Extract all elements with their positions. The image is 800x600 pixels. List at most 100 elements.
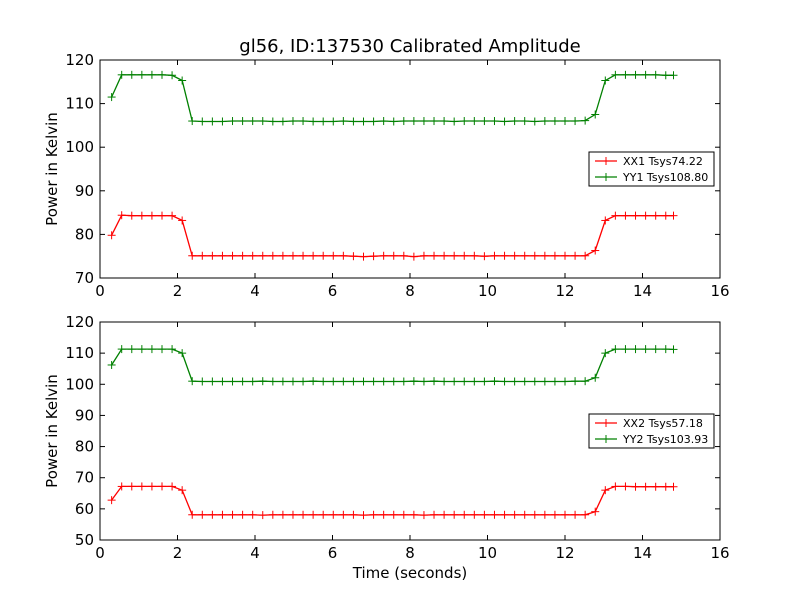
data-point bbox=[389, 251, 398, 260]
data-point bbox=[248, 377, 257, 386]
data-point bbox=[389, 117, 398, 126]
data-point bbox=[641, 211, 650, 220]
data-point bbox=[218, 377, 227, 386]
data-point bbox=[238, 377, 247, 386]
data-point bbox=[299, 510, 308, 519]
data-point bbox=[168, 71, 177, 80]
data-point bbox=[288, 377, 297, 386]
data-point bbox=[621, 211, 630, 220]
data-point bbox=[460, 251, 469, 260]
data-point bbox=[409, 117, 418, 126]
data-point bbox=[379, 510, 388, 519]
data-point bbox=[198, 251, 207, 260]
data-point bbox=[440, 377, 449, 386]
y-axis-label: Power in Kelvin bbox=[43, 112, 61, 226]
y-tick-label: 80 bbox=[75, 438, 94, 456]
data-point bbox=[530, 117, 539, 126]
data-point bbox=[198, 377, 207, 386]
data-point bbox=[470, 510, 479, 519]
data-point bbox=[268, 117, 277, 126]
data-point bbox=[238, 510, 247, 519]
data-point bbox=[669, 345, 678, 354]
data-point bbox=[571, 251, 580, 260]
data-point bbox=[490, 117, 499, 126]
data-point bbox=[520, 117, 529, 126]
data-point bbox=[399, 117, 408, 126]
data-point bbox=[158, 211, 166, 220]
bottom-plot: 0 2 4 6 8 10 12 14 16 50 60 70 80 90 100 110 120 Power in… bbox=[43, 313, 730, 582]
data-point bbox=[309, 510, 318, 519]
data-point bbox=[359, 252, 368, 261]
data-point bbox=[329, 377, 338, 386]
data-point bbox=[550, 377, 559, 386]
data-point bbox=[107, 496, 116, 505]
data-point bbox=[329, 510, 338, 519]
data-point bbox=[117, 345, 126, 354]
data-point bbox=[440, 117, 449, 126]
data-point bbox=[480, 510, 489, 519]
data-point bbox=[258, 251, 267, 260]
data-point bbox=[369, 510, 378, 519]
data-point bbox=[218, 117, 227, 126]
data-point bbox=[661, 211, 670, 220]
data-point bbox=[621, 482, 630, 491]
data-point bbox=[591, 110, 600, 119]
data-point bbox=[470, 251, 479, 260]
data-point bbox=[178, 486, 187, 495]
series-xx bbox=[107, 482, 678, 520]
data-point bbox=[369, 252, 378, 261]
data-point bbox=[409, 510, 418, 519]
data-point bbox=[571, 377, 580, 386]
data-point bbox=[651, 345, 660, 354]
data-point bbox=[450, 117, 459, 126]
data-point bbox=[127, 482, 136, 491]
legend-label: YY2 Tsys103.93 bbox=[622, 433, 708, 446]
y-tick-label: 50 bbox=[75, 531, 94, 549]
data-point bbox=[339, 251, 348, 260]
data-point bbox=[278, 251, 287, 260]
data-point bbox=[258, 377, 267, 386]
x-axis-label: Time (seconds) bbox=[352, 564, 468, 582]
data-point bbox=[480, 377, 489, 386]
x-tick-label: 10 bbox=[478, 282, 497, 300]
data-point bbox=[147, 482, 156, 491]
data-point bbox=[137, 211, 146, 220]
data-point bbox=[621, 70, 630, 79]
data-point bbox=[490, 251, 499, 260]
data-point bbox=[530, 377, 539, 386]
data-point bbox=[561, 377, 569, 386]
data-point bbox=[419, 511, 428, 520]
data-point bbox=[490, 510, 499, 519]
y-tick-label: 80 bbox=[75, 225, 94, 243]
top-plot: 0 2 4 6 8 10 12 14 16 70 80 90 100 110 120 Power in Kel… bbox=[43, 51, 730, 300]
y-tick-label: 60 bbox=[75, 500, 94, 518]
data-point bbox=[188, 251, 197, 260]
x-tick-label: 6 bbox=[328, 544, 338, 562]
data-point bbox=[168, 482, 177, 491]
x-tick-label: 8 bbox=[405, 544, 415, 562]
data-point bbox=[530, 251, 539, 260]
data-point bbox=[359, 377, 368, 386]
data-point bbox=[561, 510, 569, 519]
legend-item: XX2 Tsys57.18 bbox=[595, 417, 703, 430]
data-point bbox=[510, 510, 519, 519]
y-tick-label: 100 bbox=[65, 138, 94, 156]
data-point bbox=[117, 70, 126, 79]
data-point bbox=[540, 251, 549, 260]
data-point bbox=[359, 511, 368, 520]
data-point bbox=[480, 117, 489, 126]
data-point bbox=[470, 377, 479, 386]
data-point bbox=[611, 211, 620, 220]
data-point bbox=[500, 510, 509, 519]
data-point bbox=[107, 231, 116, 240]
data-point bbox=[601, 76, 610, 85]
legend-box bbox=[588, 413, 715, 449]
legend-label: YY1 Tsys108.80 bbox=[622, 171, 708, 184]
y-tick-label: 120 bbox=[65, 313, 94, 331]
data-point bbox=[208, 251, 217, 260]
data-point bbox=[188, 377, 197, 386]
data-point bbox=[178, 76, 187, 85]
data-point bbox=[319, 251, 328, 260]
data-point bbox=[591, 507, 600, 516]
data-point bbox=[158, 345, 166, 354]
